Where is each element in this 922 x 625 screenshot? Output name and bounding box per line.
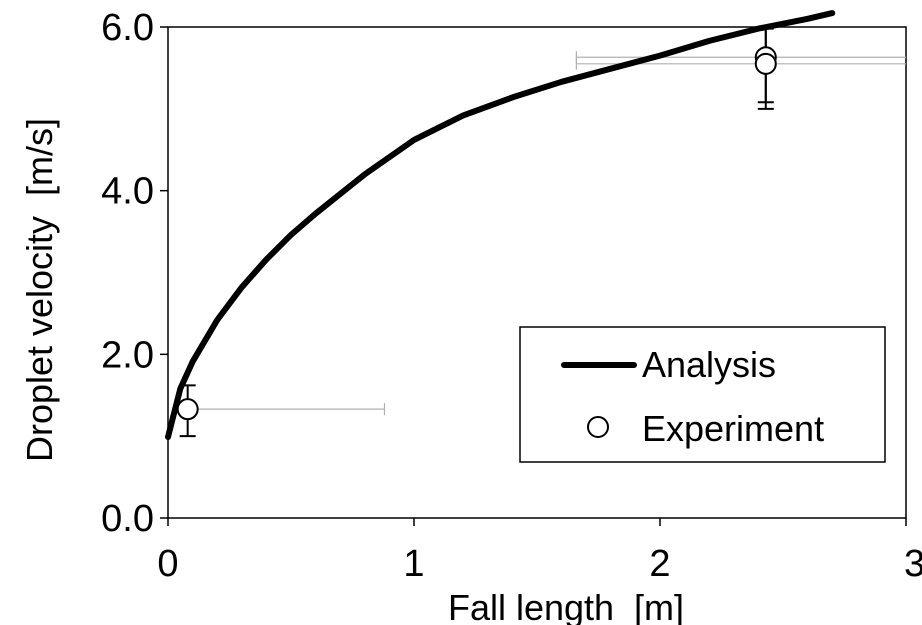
y-axis-title: Droplet velocity [m/s] [19, 118, 60, 462]
x-axis-title: Fall length [m] [448, 587, 684, 625]
x-tick-label: 3 [904, 543, 922, 585]
y-tick-label: 2.0 [101, 334, 154, 376]
legend-experiment-swatch [587, 416, 609, 438]
experiment-point [754, 52, 777, 75]
legend-analysis-label: Analysis [642, 344, 776, 385]
legend-box [519, 326, 886, 463]
tick-group: 0.0 2.0 4.0 6.0 0 1 2 3 [101, 7, 922, 585]
experiment-point [176, 398, 199, 421]
analysis-line [165, 10, 836, 440]
x-tick-label: 0 [157, 543, 178, 585]
experiment-markers [176, 46, 777, 421]
x-tick-label: 2 [649, 543, 670, 585]
y-tick-label: 6.0 [101, 7, 154, 49]
legend-experiment-label: Experiment [642, 408, 824, 449]
y-tick-label: 0.0 [101, 498, 154, 540]
x-tick-label: 1 [403, 543, 424, 585]
legend: Analysis Experiment [519, 326, 886, 463]
y-tick-label: 4.0 [101, 171, 154, 213]
